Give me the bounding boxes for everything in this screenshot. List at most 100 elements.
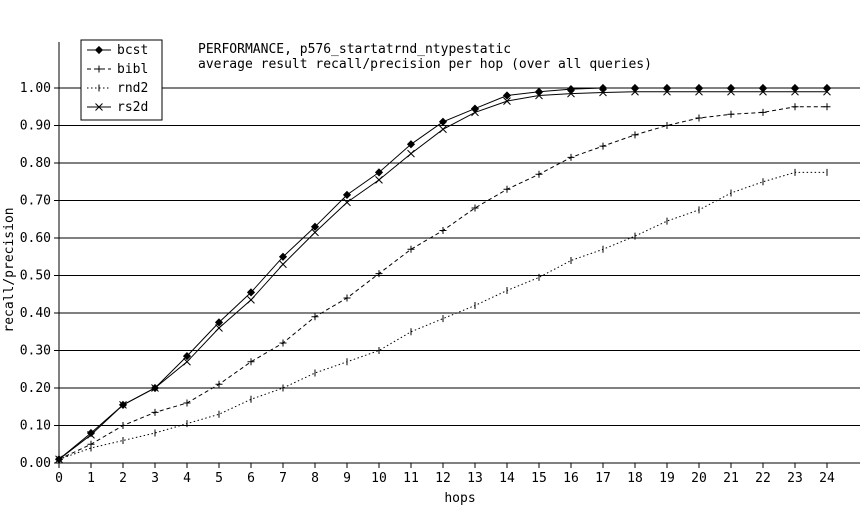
marker-x-b [663,87,671,96]
y-tick-label: 0.20 [20,381,51,396]
marker-diamond [374,168,384,177]
data-point-rs2d [663,87,671,96]
marker-diamond [502,91,512,100]
marker-x-b [95,103,103,111]
data-point-bibl [471,204,479,212]
marker-x-b [823,87,831,96]
x-tick-label: 16 [563,471,579,486]
marker-x-b [471,108,479,117]
data-point-bcst [502,91,512,100]
marker-diamond [566,85,576,94]
y-tick-label: 0.70 [20,194,51,209]
marker-x-b [759,87,767,96]
y-tick-label: 0.50 [20,269,51,284]
data-point-rs2d [87,431,95,439]
x-tick-label: 3 [151,471,159,486]
data-point-rs2d [439,125,447,134]
data-point-rs2d [119,401,127,409]
marker-diamond [182,352,192,361]
data-point-bibl [279,339,287,347]
chart-title-line-1: PERFORMANCE, p576_startatrnd_ntypestatic [198,42,511,57]
data-point-bcst [214,318,224,327]
axes: 0.00 0.10 0.20 0.30 0.40 0.50 0.60 0.70 0.80 0.90… [20,42,860,486]
data-point-bibl [791,103,799,111]
legend-item-rs2d: rs2d [87,100,148,115]
x-tick-label: 1 [87,471,95,486]
marker-x-b [503,97,511,105]
legend-item-bcst: bcst [87,43,148,58]
marker-x-b [151,384,159,392]
data-point-bibl [823,103,831,111]
data-point-bcst [246,288,256,297]
data-point-rs2d [791,87,799,96]
legend-swatch-marker [95,103,103,111]
marker-x-b [375,176,383,184]
data-point-bibl [407,245,415,253]
y-tick-label: 0.60 [20,231,51,246]
y-tick-label: 0.80 [20,156,51,171]
data-point-bibl [503,185,511,193]
data-point-rs2d [695,87,703,96]
legend-label: rnd2 [117,81,148,96]
data-point-bcst [726,83,736,93]
x-tick-label: 11 [403,471,419,486]
marker-x-b [343,198,351,207]
data-point-rs2d [727,87,735,96]
x-tick-label: 7 [279,471,287,486]
x-tick-label: 19 [659,471,675,486]
x-tick-label: 12 [435,471,451,486]
series-bcst [54,83,832,464]
legend-item-rnd2: rnd2 [87,81,148,96]
x-tick-label: 24 [819,471,835,486]
y-tick-label: 0.10 [20,419,51,434]
data-point-bibl [119,422,127,429]
data-point-rs2d [503,97,511,105]
marker-diamond [598,83,608,93]
data-point-bibl [535,170,543,178]
marker-x-b [631,87,639,96]
x-axis-label: hops [444,491,475,506]
data-point-bibl [375,270,383,278]
y-tick-label: 1.00 [20,81,51,96]
x-tick-label: 5 [215,471,223,486]
data-point-bibl [215,380,223,388]
marker-diamond [342,190,352,199]
data-point-bcst [566,85,576,94]
data-point-rs2d [151,384,159,392]
marker-diamond [822,83,832,93]
marker-x-b [535,91,543,100]
legend-label: bibl [117,62,148,77]
data-point-rs2d [343,198,351,207]
marker-x-b [279,260,287,269]
marker-diamond [214,318,224,327]
x-tick-label: 9 [343,471,351,486]
data-point-bcst [310,222,320,231]
data-point-bcst [822,83,832,93]
marker-diamond [662,83,672,93]
marker-x-b [55,455,63,464]
data-point-bcst [374,168,384,177]
series-group [54,83,832,464]
data-point-rs2d [759,87,767,96]
legend-item-bibl: bibl [87,62,148,77]
y-tick-label: 0.30 [20,344,51,359]
data-point-bibl [663,122,671,129]
data-point-rs2d [535,91,543,100]
data-point-rs2d [215,324,223,332]
marker-x-b [87,431,95,439]
x-tick-label: 17 [595,471,611,486]
data-point-bcst [662,83,672,93]
y-tick-label: 0.90 [20,119,51,134]
data-point-rs2d [823,87,831,96]
data-point-bibl [727,110,735,118]
x-tick-label: 15 [531,471,547,486]
series-rs2d [55,87,831,464]
data-point-bibl [695,114,703,122]
marker-x-b [407,149,415,158]
marker-diamond [534,87,544,96]
legend-box [80,39,163,121]
data-point-rs2d [375,176,383,184]
legend-label: bcst [117,43,148,58]
marker-diamond [790,83,800,93]
